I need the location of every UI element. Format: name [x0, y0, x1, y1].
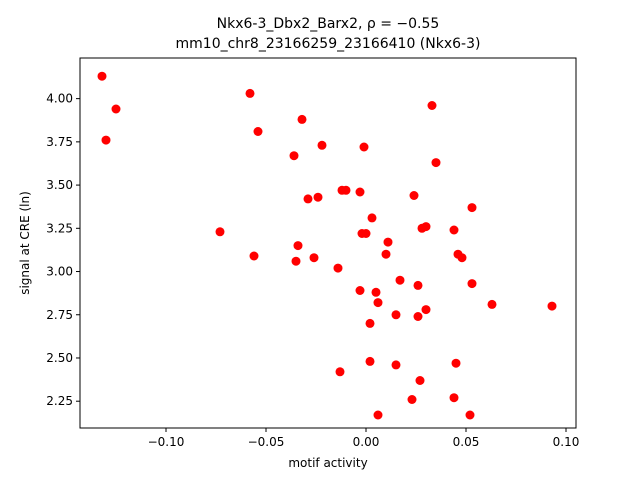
points-layer — [97, 71, 557, 420]
data-point — [309, 253, 319, 263]
data-point — [383, 237, 393, 247]
plot-frame — [79, 57, 577, 429]
data-point — [449, 393, 459, 403]
data-point — [371, 287, 381, 297]
data-point — [451, 358, 461, 368]
data-point — [431, 158, 441, 168]
x-tick-label: −0.05 — [248, 435, 285, 449]
chart-title-line1: Nkx6-3_Dbx2_Barx2, ρ = −0.55 — [217, 16, 440, 32]
data-point — [391, 310, 401, 320]
data-point — [355, 286, 365, 295]
data-point — [245, 88, 255, 98]
data-point — [547, 301, 557, 311]
data-point — [335, 367, 345, 377]
data-point — [291, 256, 301, 266]
data-point — [465, 410, 475, 420]
data-point — [249, 251, 259, 261]
data-point — [111, 104, 121, 114]
data-point — [467, 203, 477, 213]
x-tick-label: 0.00 — [353, 435, 380, 449]
data-point — [333, 263, 343, 273]
data-point — [421, 222, 431, 232]
data-point — [317, 140, 327, 150]
data-point — [367, 213, 377, 223]
y-axis-label: signal at CRE (ln) — [18, 191, 32, 295]
data-point — [415, 376, 425, 385]
y-tick-label: 3.00 — [46, 265, 73, 279]
data-point — [253, 127, 263, 136]
y-tick-label: 2.50 — [46, 351, 73, 365]
data-point — [381, 249, 391, 259]
y-tick-label: 3.75 — [46, 135, 73, 149]
y-tick-label: 2.25 — [46, 394, 73, 408]
data-point — [361, 229, 371, 238]
data-point — [457, 253, 467, 263]
data-point — [467, 279, 477, 289]
x-axis-ticks: −0.10 −0.05 0.00 0.05 0.10 — [148, 428, 580, 449]
data-point — [215, 227, 225, 237]
y-tick-label: 3.25 — [46, 221, 73, 235]
data-point — [365, 318, 375, 328]
data-point — [421, 305, 431, 315]
data-point — [407, 395, 417, 404]
data-point — [373, 410, 383, 420]
data-point — [365, 356, 375, 366]
data-point — [395, 275, 405, 285]
data-point — [487, 299, 497, 309]
chart-title-line2: mm10_chr8_23166259_23166410 (Nkx6-3) — [176, 36, 481, 52]
data-point — [97, 71, 107, 81]
data-point — [413, 312, 423, 321]
x-axis-label: motif activity — [288, 456, 367, 470]
data-point — [449, 225, 459, 235]
data-point — [409, 191, 419, 200]
data-point — [313, 192, 323, 202]
data-point — [359, 142, 369, 152]
data-point — [297, 114, 307, 124]
y-tick-label: 3.50 — [46, 178, 73, 192]
y-axis-ticks: 2.25 2.50 2.75 3.00 3.25 3.50 3.75 4.00 — [46, 92, 80, 408]
data-point — [101, 135, 111, 145]
data-point — [289, 151, 299, 161]
x-tick-label: 0.10 — [553, 435, 580, 449]
data-point — [427, 101, 437, 110]
y-tick-label: 2.75 — [46, 308, 73, 322]
data-point — [355, 187, 365, 197]
data-point — [391, 360, 401, 370]
x-tick-label: 0.05 — [453, 435, 480, 449]
data-point — [303, 194, 313, 204]
data-point — [293, 241, 303, 251]
data-point — [413, 280, 423, 290]
x-tick-label: −0.10 — [148, 435, 185, 449]
y-tick-label: 4.00 — [46, 92, 73, 106]
data-point — [341, 185, 351, 195]
data-point — [373, 298, 383, 308]
